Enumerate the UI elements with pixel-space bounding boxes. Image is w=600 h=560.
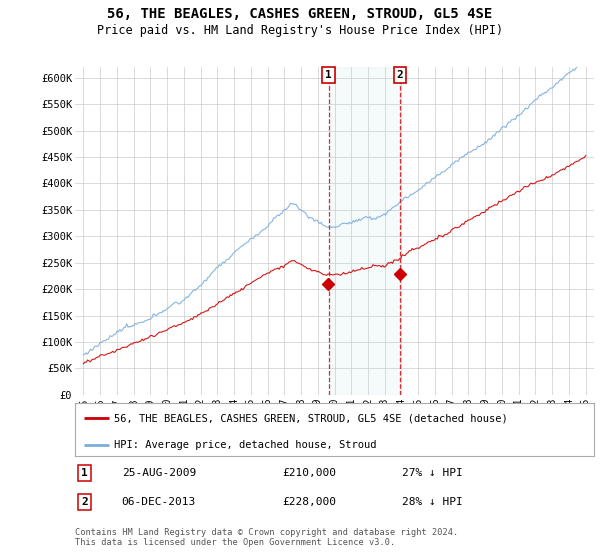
Text: £228,000: £228,000 xyxy=(283,497,337,507)
Text: 25-AUG-2009: 25-AUG-2009 xyxy=(122,468,196,478)
Text: Price paid vs. HM Land Registry's House Price Index (HPI): Price paid vs. HM Land Registry's House … xyxy=(97,24,503,36)
Text: 27% ↓ HPI: 27% ↓ HPI xyxy=(402,468,463,478)
Text: £210,000: £210,000 xyxy=(283,468,337,478)
Text: 56, THE BEAGLES, CASHES GREEN, STROUD, GL5 4SE (detached house): 56, THE BEAGLES, CASHES GREEN, STROUD, G… xyxy=(114,413,508,423)
Text: 2: 2 xyxy=(397,70,404,80)
Text: 56, THE BEAGLES, CASHES GREEN, STROUD, GL5 4SE: 56, THE BEAGLES, CASHES GREEN, STROUD, G… xyxy=(107,7,493,21)
Text: 06-DEC-2013: 06-DEC-2013 xyxy=(122,497,196,507)
Bar xyxy=(329,67,400,395)
Text: 28% ↓ HPI: 28% ↓ HPI xyxy=(402,497,463,507)
Text: 1: 1 xyxy=(81,468,88,478)
Text: 1: 1 xyxy=(325,70,332,80)
Text: 2: 2 xyxy=(81,497,88,507)
Text: Contains HM Land Registry data © Crown copyright and database right 2024.
This d: Contains HM Land Registry data © Crown c… xyxy=(75,528,458,547)
Text: HPI: Average price, detached house, Stroud: HPI: Average price, detached house, Stro… xyxy=(114,440,376,450)
